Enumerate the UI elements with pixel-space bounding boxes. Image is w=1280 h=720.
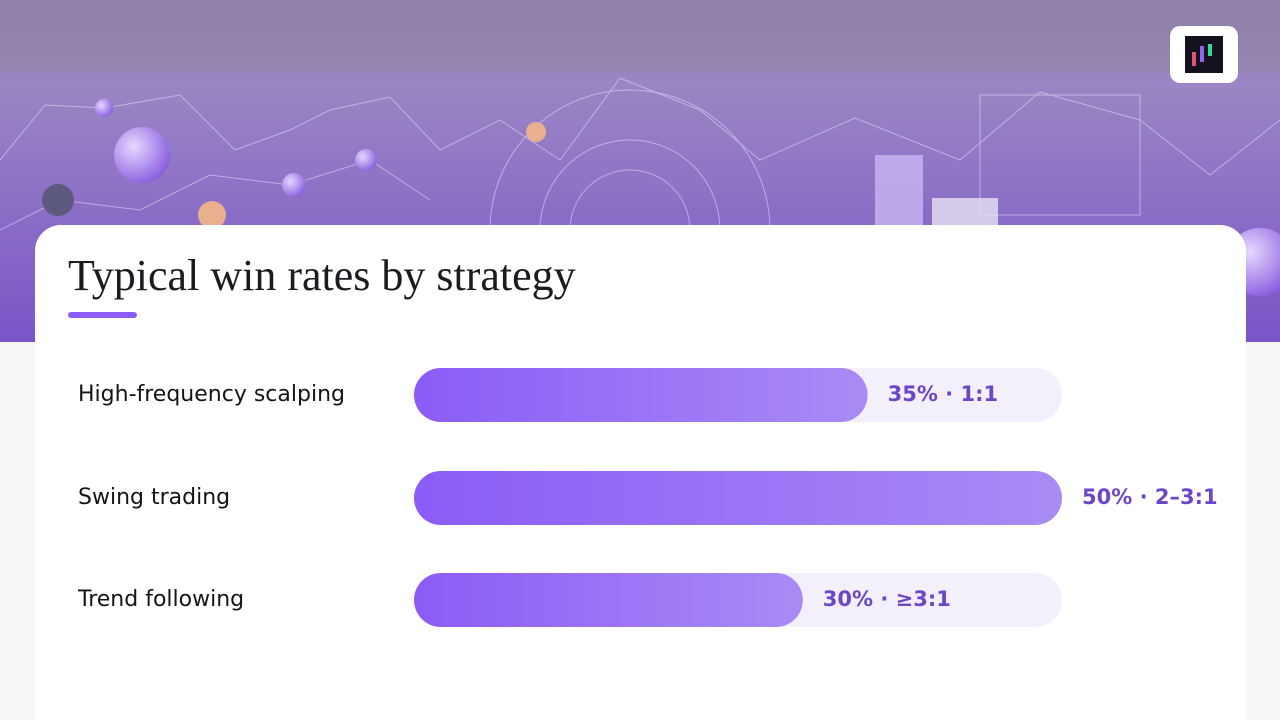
value-label: 35% · 1:1 <box>888 382 999 406</box>
chart-title: Typical win rates by strategy <box>68 251 576 300</box>
category-label: Trend following <box>77 587 244 612</box>
value-label: 50% · 2–3:1 <box>1082 485 1218 509</box>
bar <box>414 471 1062 525</box>
value-label: 30% · ≥3:1 <box>823 587 951 611</box>
bar <box>414 368 868 422</box>
plot: High-frequency scalping 35% · 1:1 Swing tr… <box>77 368 1218 627</box>
category-label: Swing trading <box>78 485 230 510</box>
category-label: High-frequency scalping <box>78 382 345 407</box>
title-accent <box>68 312 137 318</box>
logo <box>1170 26 1238 83</box>
bar <box>414 573 803 627</box>
